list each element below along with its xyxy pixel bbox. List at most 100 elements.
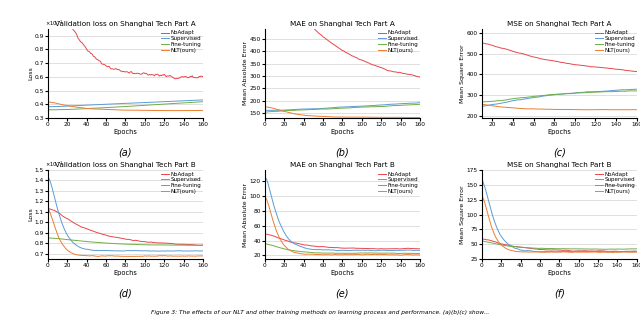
Supervised [312, 107, 320, 111]
NoAdapt [522, 53, 530, 57]
Line: Fine-tuning: Fine-tuning [265, 244, 420, 253]
Supervised [304, 107, 312, 111]
Supervised [199, 249, 207, 253]
Supervised [97, 249, 104, 252]
NoAdapt [88, 52, 95, 56]
NLT(ours) [416, 116, 424, 119]
Line: NoAdapt: NoAdapt [482, 239, 637, 252]
NLT(ours) [416, 253, 424, 257]
Supervised [608, 250, 616, 254]
Fine-tuning [45, 236, 53, 240]
Text: $\times$10$^{-1}$: $\times$10$^{-1}$ [45, 160, 63, 169]
Title: MSE on Shanghai Tech Part A: MSE on Shanghai Tech Part A [507, 21, 612, 27]
Fine-tuning [199, 100, 207, 104]
Fine-tuning [391, 104, 399, 108]
NoAdapt [605, 66, 612, 70]
NoAdapt [314, 30, 321, 34]
NLT(ours) [312, 252, 320, 256]
Supervised [312, 248, 320, 252]
Line: Supervised: Supervised [48, 100, 203, 107]
Text: Figure 3: The effects of our NLT and other training methods on learning process : Figure 3: The effects of our NLT and oth… [151, 310, 489, 315]
NoAdapt [373, 247, 381, 251]
Legend: NoAdapt, Supervised, Fine-tuning, NLT(ours): NoAdapt, Supervised, Fine-tuning, NLT(ou… [161, 171, 202, 195]
NLT(ours) [391, 116, 399, 119]
Fine-tuning [44, 236, 52, 240]
Supervised [626, 250, 634, 253]
Supervised [45, 105, 53, 109]
NLT(ours) [468, 102, 476, 106]
Line: NLT(ours): NLT(ours) [482, 197, 637, 252]
Fine-tuning [399, 103, 406, 107]
NoAdapt [175, 76, 182, 80]
Supervised [318, 248, 326, 252]
NoAdapt [618, 250, 625, 253]
Legend: NoAdapt, Supervised, Fine-tuning, NLT(ours): NoAdapt, Supervised, Fine-tuning, NLT(ou… [595, 171, 636, 195]
Fine-tuning [97, 106, 104, 110]
Legend: NoAdapt, Supervised, Fine-tuning, NLT(ours): NoAdapt, Supervised, Fine-tuning, NLT(ou… [595, 30, 636, 53]
NLT(ours) [95, 254, 102, 258]
NoAdapt [261, 234, 269, 237]
NLT(ours) [97, 254, 104, 258]
NoAdapt [613, 68, 621, 71]
NoAdapt [416, 75, 424, 79]
NoAdapt [199, 75, 207, 78]
NoAdapt [522, 246, 529, 250]
NLT(ours) [87, 254, 95, 258]
NoAdapt [88, 228, 95, 232]
NoAdapt [468, 39, 476, 43]
Text: (c): (c) [553, 148, 566, 158]
Title: Validation loss on Shanghai Tech Part B: Validation loss on Shanghai Tech Part B [55, 162, 196, 168]
Fine-tuning [261, 109, 269, 113]
Supervised [45, 176, 53, 180]
Line: NLT(ours): NLT(ours) [265, 107, 420, 117]
Fine-tuning [193, 100, 200, 104]
NoAdapt [319, 245, 327, 249]
Line: Fine-tuning: Fine-tuning [482, 241, 637, 249]
Supervised [535, 250, 543, 253]
Supervised [633, 249, 640, 253]
Text: (a): (a) [119, 148, 132, 158]
Supervised [529, 250, 537, 253]
Title: Validation loss on Shanghai Tech Part A: Validation loss on Shanghai Tech Part A [55, 21, 196, 27]
Y-axis label: Loss: Loss [28, 67, 33, 80]
NLT(ours) [524, 107, 531, 111]
X-axis label: Epochs: Epochs [113, 270, 138, 276]
Supervised [416, 101, 424, 105]
Fine-tuning [45, 108, 53, 112]
Fine-tuning [633, 89, 640, 93]
Line: Fine-tuning: Fine-tuning [48, 102, 203, 110]
NoAdapt [199, 243, 207, 247]
Fine-tuning [479, 239, 486, 243]
NoAdapt [193, 76, 201, 80]
Fine-tuning [633, 247, 640, 251]
NLT(ours) [399, 253, 406, 257]
Line: NLT(ours): NLT(ours) [472, 103, 637, 110]
NoAdapt [97, 59, 104, 63]
NLT(ours) [399, 116, 406, 119]
Supervised [88, 103, 95, 107]
NLT(ours) [478, 198, 486, 202]
NoAdapt [261, 32, 269, 36]
Y-axis label: Mean Absolute Error: Mean Absolute Error [243, 42, 248, 106]
Line: Supervised: Supervised [48, 178, 203, 251]
Fine-tuning [102, 241, 110, 245]
NLT(ours) [608, 250, 616, 254]
NoAdapt [616, 250, 623, 253]
Supervised [261, 109, 269, 113]
NoAdapt [305, 20, 312, 24]
NoAdapt [196, 243, 204, 247]
NoAdapt [44, 34, 52, 37]
Supervised [390, 102, 397, 106]
Supervised [605, 250, 612, 254]
Fine-tuning [531, 246, 538, 250]
NLT(ours) [102, 254, 110, 258]
Fine-tuning [394, 252, 401, 255]
NoAdapt [608, 249, 616, 253]
Y-axis label: Mean Square Error: Mean Square Error [460, 44, 465, 103]
Line: Supervised: Supervised [482, 179, 637, 252]
NLT(ours) [627, 250, 635, 254]
NoAdapt [531, 247, 538, 251]
Line: Supervised: Supervised [265, 177, 420, 251]
NoAdapt [416, 247, 424, 251]
Fine-tuning [616, 247, 624, 251]
